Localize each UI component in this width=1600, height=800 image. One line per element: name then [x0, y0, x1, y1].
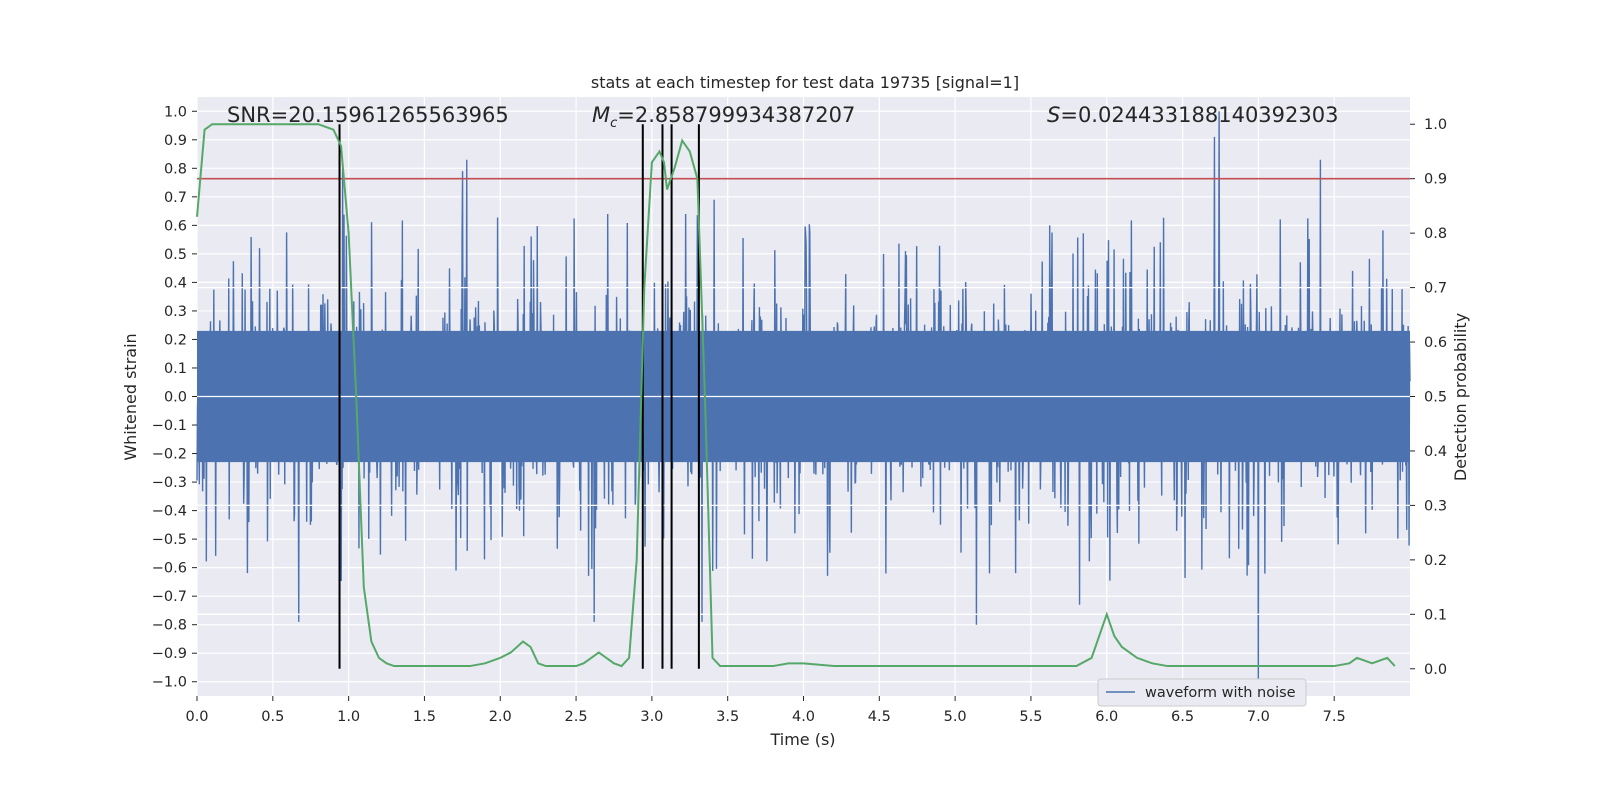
y-tick-label: −0.9 — [152, 646, 187, 662]
probability-line — [196, 123, 1396, 668]
y2-tick-label: 0.0 — [1424, 662, 1447, 678]
y-tick-label: −0.5 — [152, 532, 187, 548]
y-tick-label: 0.1 — [164, 361, 187, 377]
y-tick-label: 0.7 — [164, 190, 187, 206]
x-tick-label: 5.5 — [1019, 709, 1042, 725]
y-tick-label: 0.3 — [164, 304, 187, 320]
s-symbol: S — [1047, 103, 1060, 127]
x-tick-label: 7.5 — [1323, 709, 1346, 725]
y2-tick-label: 0.5 — [1424, 390, 1447, 406]
y-tick-label: −1.0 — [152, 675, 187, 691]
x-tick-label: 3.0 — [640, 709, 663, 725]
y2-tick-label: 0.3 — [1424, 498, 1447, 514]
y2-tick-label: 0.7 — [1424, 281, 1447, 297]
y2-tick-label: 0.1 — [1424, 607, 1447, 623]
x-tick-label: 6.5 — [1171, 709, 1194, 725]
y2-tick-label: 0.8 — [1424, 226, 1447, 242]
y-tick-label: 0.0 — [164, 390, 187, 406]
y-tick-label: −0.7 — [152, 589, 187, 605]
y-tick-label: 0.6 — [164, 218, 187, 234]
y-axis-ticks: −1.0 −0.9 −0.8 −0.7 −0.6 −0.5 −0.4 −0.3 −0.2 −0.1… — [152, 104, 197, 691]
x-tick-label: 5.0 — [944, 709, 967, 725]
y2-tick-label: 0.2 — [1424, 553, 1447, 569]
s-value: =0.024433188140392303 — [1060, 103, 1338, 127]
legend: waveform with noise — [1097, 678, 1307, 707]
y-tick-label: −0.3 — [152, 475, 187, 491]
x-tick-label: 0.5 — [261, 709, 284, 725]
y-tick-label: 0.9 — [164, 133, 187, 149]
legend-label: waveform with noise — [1145, 685, 1296, 701]
x-tick-label: 4.5 — [868, 709, 891, 725]
x-axis-ticks: 0.0 0.5 1.0 1.5 2.0 2.5 3.0 3.5 4.0 4.5 5.0 5.5 6.0 6… — [185, 696, 1346, 725]
y-tick-label: −0.8 — [152, 618, 187, 634]
x-tick-label: 1.0 — [337, 709, 360, 725]
y-tick-label: 0.2 — [164, 332, 187, 348]
y2-axis-label: Detection probability — [1451, 313, 1470, 481]
x-tick-label: 1.5 — [413, 709, 436, 725]
x-tick-label: 0.0 — [185, 709, 208, 725]
chirp-mass-subscript: c — [610, 116, 617, 131]
y-tick-label: 0.4 — [164, 275, 187, 291]
s-annotation: S=0.024433188140392303 — [1047, 103, 1338, 127]
y2-tick-label: 1.0 — [1424, 117, 1447, 133]
y2-tick-label: 0.9 — [1424, 172, 1447, 188]
x-tick-label: 7.0 — [1247, 709, 1270, 725]
x-tick-label: 6.0 — [1095, 709, 1118, 725]
x-axis-label: Time (s) — [769, 730, 835, 749]
legend-box — [1097, 678, 1307, 707]
chirp-mass-annotation: Mc=2.858799934387207 — [592, 103, 855, 131]
y2-tick-label: 0.4 — [1424, 444, 1447, 460]
snr-annotation: SNR=20.15961265563965 — [227, 103, 509, 127]
chirp-mass-symbol: M — [592, 103, 610, 127]
y-tick-label: −0.6 — [152, 561, 187, 577]
waveform-line — [196, 111, 1411, 682]
y-axis-label: Whitened strain — [121, 333, 140, 460]
chirp-mass-value: =2.858799934387207 — [617, 103, 855, 127]
y-tick-label: −0.1 — [152, 418, 187, 434]
y-tick-label: 0.5 — [164, 247, 187, 263]
x-tick-label: 3.5 — [716, 709, 739, 725]
x-tick-label: 2.5 — [565, 709, 588, 725]
y-tick-label: −0.4 — [152, 504, 187, 520]
y-tick-label: −0.2 — [152, 447, 187, 463]
y2-axis-ticks: 0.0 0.1 0.2 0.3 0.4 0.5 0.6 0.7 0.8 0.9 1.0 — [1410, 117, 1447, 678]
x-tick-label: 2.0 — [489, 709, 512, 725]
chart-title: stats at each timestep for test data 197… — [591, 73, 1019, 92]
x-tick-label: 4.0 — [792, 709, 815, 725]
detection-probability-series — [196, 123, 1396, 668]
y-tick-label: 1.0 — [164, 104, 187, 120]
y2-tick-label: 0.6 — [1424, 335, 1447, 351]
y-tick-label: 0.8 — [164, 161, 187, 177]
